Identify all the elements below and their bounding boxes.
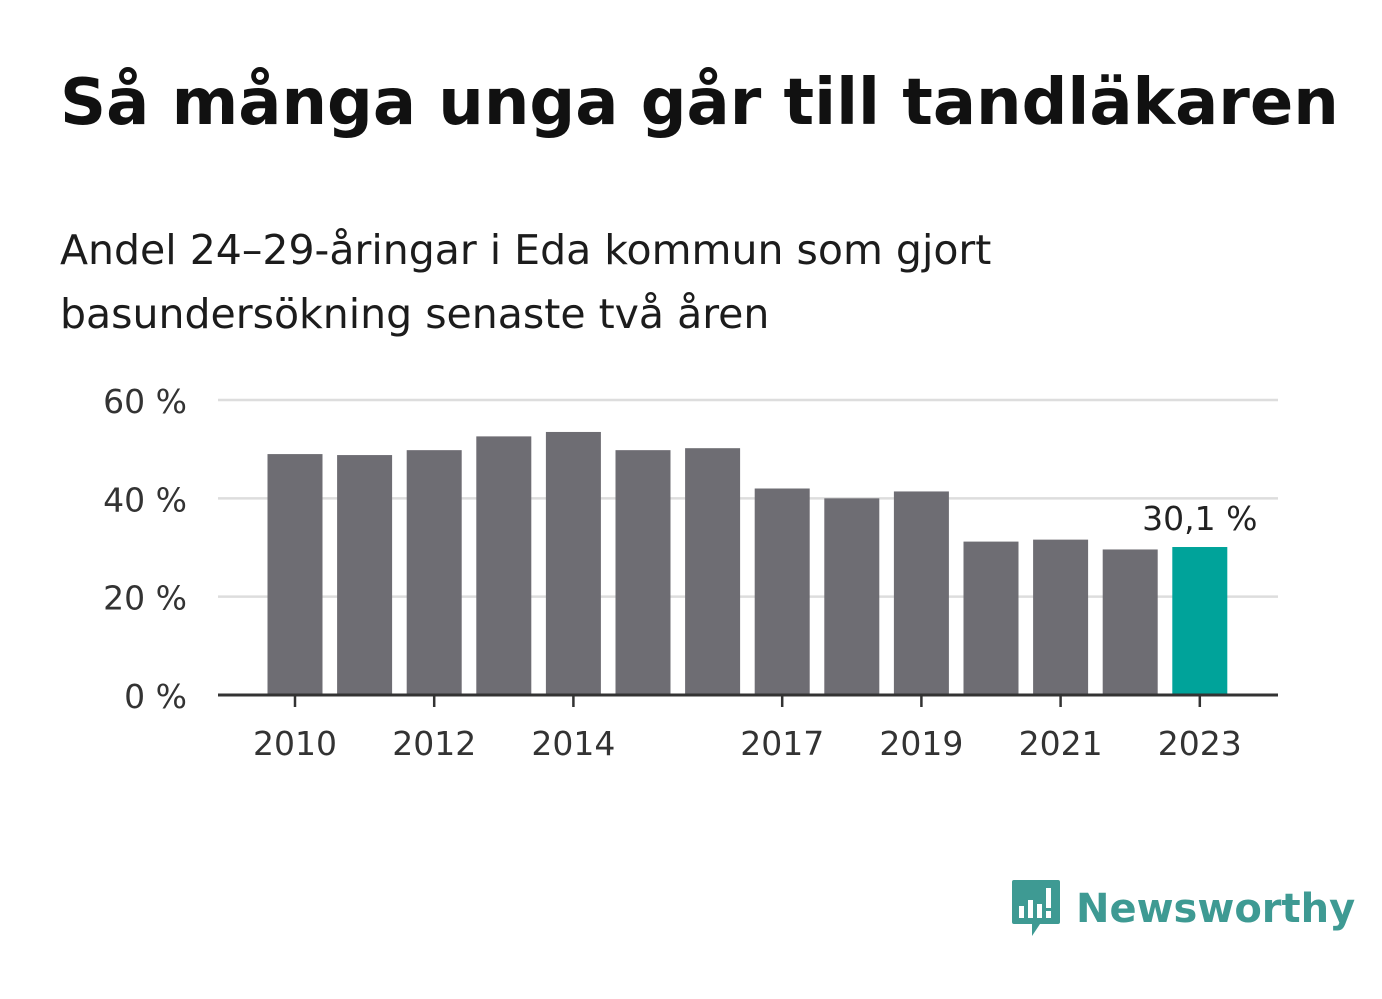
labels: 0 % 20 % 40 % 60 % 30,1 % 2010 2012 2014 2017 201… xyxy=(103,382,1257,763)
x-tick-label: 2021 xyxy=(1019,724,1103,763)
y-tick-label: 0 % xyxy=(124,677,187,716)
bar-2021 xyxy=(1033,539,1089,695)
bar-2017 xyxy=(754,488,810,695)
highlight-value-label: 30,1 % xyxy=(1142,499,1257,538)
bar-2016 xyxy=(685,448,741,695)
gridlines xyxy=(218,398,1278,598)
x-tick-label: 2014 xyxy=(531,724,615,763)
bar-2012 xyxy=(406,450,462,695)
bar-2013 xyxy=(476,436,532,695)
brand-name: Newsworthy xyxy=(1076,886,1356,932)
chart-title: Så många unga går till tandläkaren xyxy=(60,66,1339,140)
x-tick-label: 2012 xyxy=(392,724,476,763)
bar-2010 xyxy=(267,454,323,695)
bar-2011 xyxy=(337,455,393,695)
chart-subtitle: Andel 24–29-åringar i Eda kommun som gjo… xyxy=(60,226,992,338)
x-tick-label: 2017 xyxy=(740,724,824,763)
bar-2015 xyxy=(615,450,671,695)
bar-2022 xyxy=(1102,549,1158,695)
bar-2018 xyxy=(824,498,880,695)
bar-2023 xyxy=(1172,547,1228,695)
newsworthy-logo: Newsworthy xyxy=(1010,878,1355,940)
x-tick-label: 2023 xyxy=(1158,724,1242,763)
bar-chart: 0 % 20 % 40 % 60 % 30,1 % 2010 2012 2014 2017 201… xyxy=(103,382,1278,763)
bars xyxy=(267,431,1228,695)
y-tick-label: 40 % xyxy=(103,480,187,519)
bar-2019 xyxy=(893,491,949,695)
x-tick-label: 2019 xyxy=(879,724,963,763)
bar-2014 xyxy=(545,431,601,695)
axes xyxy=(218,693,1278,707)
bar-2020 xyxy=(963,541,1019,695)
y-tick-label: 20 % xyxy=(103,579,187,618)
newsworthy-logo-icon xyxy=(1012,880,1060,936)
x-tick-label: 2010 xyxy=(253,724,337,763)
y-tick-label: 60 % xyxy=(103,382,187,421)
